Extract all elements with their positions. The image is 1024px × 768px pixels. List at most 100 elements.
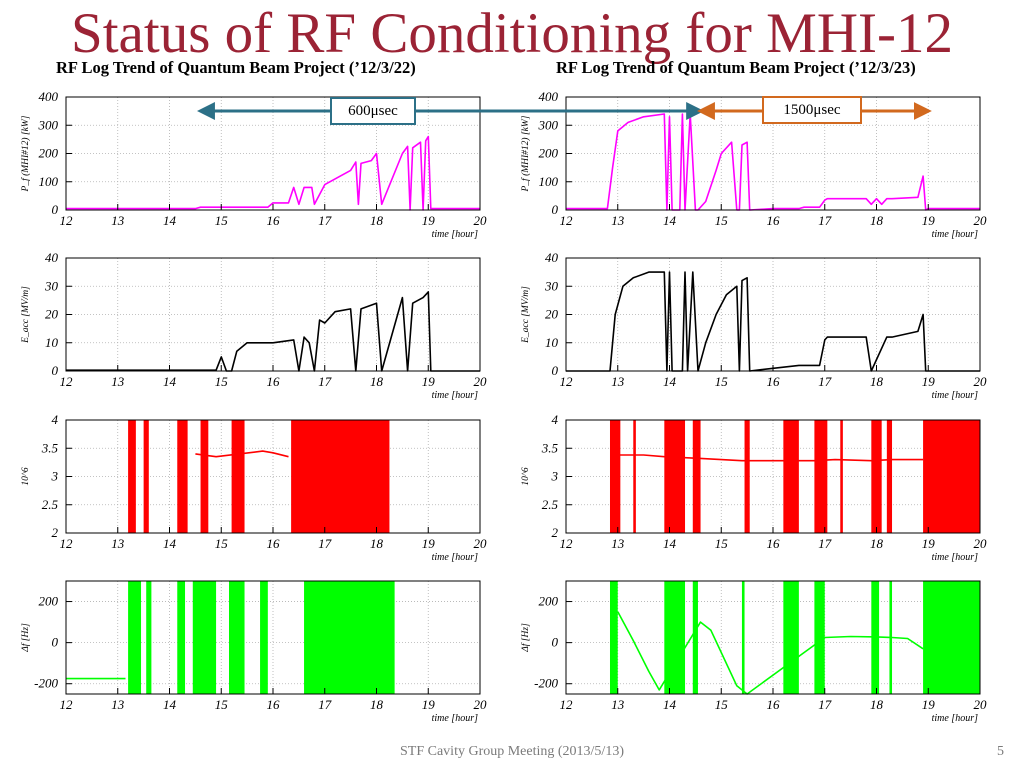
x-tick-label: 19 xyxy=(922,213,936,228)
data-band xyxy=(741,581,745,694)
x-tick-label: 18 xyxy=(370,374,384,389)
x-tick-label: 13 xyxy=(611,536,625,551)
x-tick-label: 18 xyxy=(870,213,884,228)
y-tick-label: 10 xyxy=(545,335,559,350)
data-band xyxy=(177,581,186,694)
x-tick-label: 16 xyxy=(267,374,281,389)
y-tick-label: 30 xyxy=(544,278,559,293)
y-tick-label: 0 xyxy=(552,635,559,650)
y-axis-label: P_f (MHI#12) [kW] xyxy=(20,115,31,192)
y-axis-label: E_acc [MV/m] xyxy=(521,286,531,344)
x-tick-label: 17 xyxy=(318,213,332,228)
x-tick-label: 13 xyxy=(111,697,125,712)
x-tick-label: 19 xyxy=(922,374,936,389)
series-line xyxy=(617,454,924,462)
data-band xyxy=(783,581,799,694)
series-line xyxy=(566,271,980,372)
y-tick-label: 400 xyxy=(39,89,59,104)
x-tick-label: 19 xyxy=(922,536,936,551)
x-tick-label: 20 xyxy=(974,213,988,228)
y-tick-label: 100 xyxy=(539,174,559,189)
x-tick-label: 19 xyxy=(422,697,436,712)
y-tick-label: 0 xyxy=(552,363,559,378)
x-tick-label: 20 xyxy=(474,536,488,551)
data-band xyxy=(692,420,701,533)
y-tick-label: 20 xyxy=(545,307,559,322)
data-band xyxy=(229,581,245,694)
data-band xyxy=(744,420,750,533)
right-eacc-chart: 12 13 14 15 16 17 18 19 20 0 10 20 30 40 time [hour] E_… xyxy=(521,250,987,401)
left-eacc-chart: 12 13 14 15 16 17 18 19 20 0 10 20 30 40 time [hour] E_… xyxy=(21,250,487,401)
x-tick-label: 18 xyxy=(870,374,884,389)
x-tick-label: 20 xyxy=(474,697,488,712)
y-tick-label: 30 xyxy=(44,278,59,293)
x-tick-label: 12 xyxy=(560,374,574,389)
x-tick-label: 18 xyxy=(870,697,884,712)
x-tick-label: 13 xyxy=(111,213,125,228)
y-tick-label: 40 xyxy=(545,250,559,265)
data-band xyxy=(664,581,686,694)
x-tick-label: 15 xyxy=(215,536,229,551)
x-tick-label: 15 xyxy=(715,213,729,228)
x-tick-label: 14 xyxy=(163,213,177,228)
pulse-width-600-label: 600μsec xyxy=(330,97,416,125)
x-tick-label: 18 xyxy=(370,213,384,228)
x-tick-label: 14 xyxy=(163,374,177,389)
x-tick-label: 18 xyxy=(370,697,384,712)
data-band xyxy=(923,581,980,694)
series-line xyxy=(195,450,289,458)
x-axis-label: time [hour] xyxy=(932,390,979,401)
data-band xyxy=(871,420,882,533)
y-tick-label: 200 xyxy=(539,146,559,161)
x-tick-label: 12 xyxy=(560,213,574,228)
x-tick-label: 19 xyxy=(922,697,936,712)
x-tick-label: 12 xyxy=(60,697,74,712)
x-tick-label: 19 xyxy=(422,374,436,389)
data-band xyxy=(291,420,390,533)
data-band xyxy=(814,420,828,533)
y-tick-label: 3.5 xyxy=(41,440,59,455)
series-line xyxy=(617,611,924,695)
y-axis-label: E_acc [MV/m] xyxy=(21,286,31,344)
data-band xyxy=(814,581,825,694)
y-tick-label: 0 xyxy=(52,363,59,378)
x-tick-label: 12 xyxy=(560,697,574,712)
y-tick-label: 4 xyxy=(552,412,559,427)
y-tick-label: 2 xyxy=(52,525,59,540)
y-tick-label: 0 xyxy=(552,202,559,217)
x-axis-label: time [hour] xyxy=(432,713,479,724)
x-tick-label: 18 xyxy=(870,536,884,551)
x-axis-label: time [hour] xyxy=(432,390,479,401)
x-tick-label: 17 xyxy=(818,536,832,551)
x-tick-label: 16 xyxy=(767,536,781,551)
data-band xyxy=(692,581,698,694)
slide-title: Status of RF Conditioning for MHI-12 xyxy=(71,2,953,65)
x-tick-label: 12 xyxy=(60,536,74,551)
data-band xyxy=(231,420,245,533)
right-df-chart: 12 13 14 15 16 17 18 19 20 -200 0 200 time [hour] Δf … xyxy=(520,580,987,724)
x-tick-label: 15 xyxy=(215,697,229,712)
series-line xyxy=(66,135,480,211)
y-tick-label: 2.5 xyxy=(42,497,59,512)
x-tick-label: 20 xyxy=(474,374,488,389)
x-tick-label: 15 xyxy=(715,374,729,389)
x-tick-label: 20 xyxy=(974,536,988,551)
x-tick-label: 13 xyxy=(611,374,625,389)
x-tick-label: 15 xyxy=(715,697,729,712)
data-band xyxy=(609,420,621,533)
y-tick-label: 200 xyxy=(539,594,559,609)
x-tick-label: 15 xyxy=(215,374,229,389)
y-tick-label: 2.5 xyxy=(542,497,559,512)
x-tick-label: 16 xyxy=(767,213,781,228)
y-tick-label: 200 xyxy=(39,146,59,161)
y-tick-label: 20 xyxy=(45,307,59,322)
data-band xyxy=(128,420,136,533)
y-tick-label: 10 xyxy=(45,335,59,350)
data-band xyxy=(128,581,142,694)
data-band xyxy=(177,420,188,533)
x-tick-label: 12 xyxy=(60,213,74,228)
x-tick-label: 16 xyxy=(767,697,781,712)
left-10e6-chart: 12 13 14 15 16 17 18 19 20 2 2.5 3 3.5 4 time [hour] 10… xyxy=(21,412,487,563)
y-axis-label: Δf [Hz] xyxy=(520,623,531,653)
